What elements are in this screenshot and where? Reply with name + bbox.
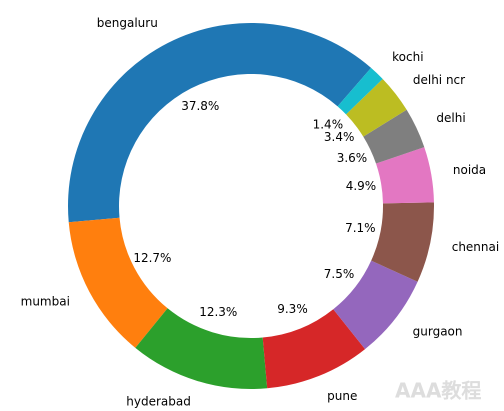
- slice-percent: 9.3%: [277, 302, 308, 316]
- slice-label: gurgaon: [413, 325, 463, 339]
- donut-slice: [346, 78, 407, 137]
- slice-percent: 3.6%: [337, 151, 368, 165]
- slice-percent: 3.4%: [324, 130, 355, 144]
- slice-percent: 7.5%: [324, 267, 355, 281]
- slice-label: hyderabad: [126, 394, 191, 408]
- donut-slice: [371, 202, 434, 282]
- slice-percent: 37.8%: [181, 99, 219, 113]
- slice-label: kochi: [392, 50, 423, 64]
- donut-slice: [68, 217, 168, 348]
- slice-label: noida: [453, 163, 486, 177]
- donut-slice: [333, 260, 418, 350]
- slice-label: bengaluru: [97, 16, 158, 30]
- slice-percent: 1.4%: [313, 118, 344, 132]
- donut-slice: [135, 308, 268, 390]
- donut-slice: [262, 309, 366, 389]
- slice-label: pune: [327, 389, 357, 403]
- donut-slice: [375, 147, 434, 204]
- slice-label: chennai: [452, 240, 499, 254]
- donut-slice: [363, 109, 425, 164]
- slice-percent: 12.3%: [199, 305, 237, 319]
- donut-slice: [68, 22, 372, 223]
- slice-percent: 7.1%: [345, 221, 376, 235]
- watermark: AAA教程: [395, 379, 481, 403]
- slice-label: mumbai: [21, 295, 70, 309]
- slice-label: delhi ncr: [413, 73, 465, 87]
- slice-percent: 12.7%: [133, 251, 171, 265]
- slice-label: delhi: [436, 111, 465, 125]
- slice-percent: 4.9%: [346, 179, 377, 193]
- donut-slice: [337, 67, 383, 115]
